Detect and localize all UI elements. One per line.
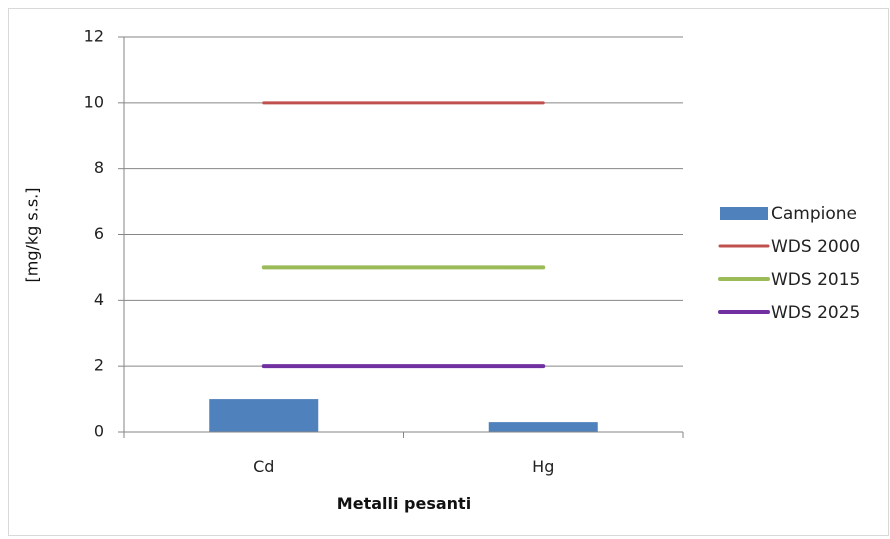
chart-frame xyxy=(8,8,889,536)
y-tick-label: 10 xyxy=(84,92,104,111)
x-tick-label-hg: Hg xyxy=(532,457,554,476)
x-tick-labels: Cd Hg xyxy=(123,432,684,476)
bar-campione-hg xyxy=(488,422,598,432)
y-tick-label: 12 xyxy=(84,27,104,46)
legend-label-wds-2025: WDS 2025 xyxy=(771,303,860,323)
y-tick-label: 6 xyxy=(94,224,104,243)
x-tick-label-cd: Cd xyxy=(253,457,274,476)
legend: Campione WDS 2000 WDS 2015 WDS 2025 xyxy=(718,204,860,323)
x-axis-title: Metalli pesanti xyxy=(337,494,471,513)
y-tick-label: 4 xyxy=(94,290,104,309)
legend-label-wds-2000: WDS 2000 xyxy=(771,237,860,257)
bar-series xyxy=(209,399,598,432)
legend-label-wds-2015: WDS 2015 xyxy=(771,270,860,290)
gridlines xyxy=(124,36,683,367)
bar-campione-cd xyxy=(209,399,319,432)
legend-swatch-campione xyxy=(720,207,768,220)
y-tick-label: 2 xyxy=(94,356,104,375)
y-axis-title: [mg/kg s.s.] xyxy=(23,188,42,283)
line-series xyxy=(261,101,546,369)
legend-label-campione: Campione xyxy=(771,204,857,224)
y-tick-label: 0 xyxy=(94,422,104,441)
y-tick-label: 8 xyxy=(94,158,104,177)
y-tick-labels: 0 2 4 6 8 10 12 xyxy=(84,27,124,441)
